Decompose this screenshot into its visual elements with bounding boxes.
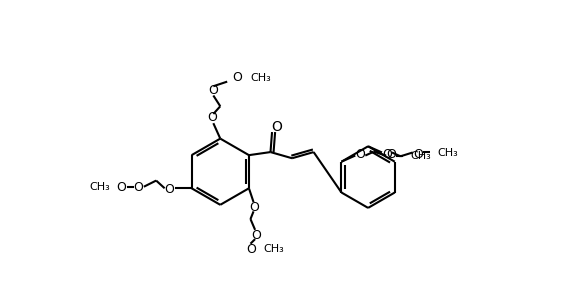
Text: O: O (387, 148, 396, 160)
Text: CH₃: CH₃ (89, 183, 110, 192)
Text: O: O (251, 229, 261, 242)
Text: CH₃: CH₃ (250, 73, 271, 83)
Text: CH₃: CH₃ (264, 244, 284, 254)
Text: O: O (164, 183, 174, 196)
Text: O: O (207, 111, 217, 124)
Text: O: O (134, 181, 143, 194)
Text: O: O (116, 181, 126, 194)
Text: CH₃: CH₃ (411, 151, 432, 161)
Text: O: O (413, 148, 423, 160)
Text: O: O (246, 243, 256, 256)
Text: CH₃: CH₃ (437, 148, 458, 158)
Text: O: O (382, 148, 392, 160)
Text: O: O (209, 83, 218, 97)
Text: O: O (356, 148, 366, 160)
Text: O: O (250, 201, 259, 214)
Text: O: O (232, 71, 242, 84)
Text: O: O (271, 120, 282, 134)
